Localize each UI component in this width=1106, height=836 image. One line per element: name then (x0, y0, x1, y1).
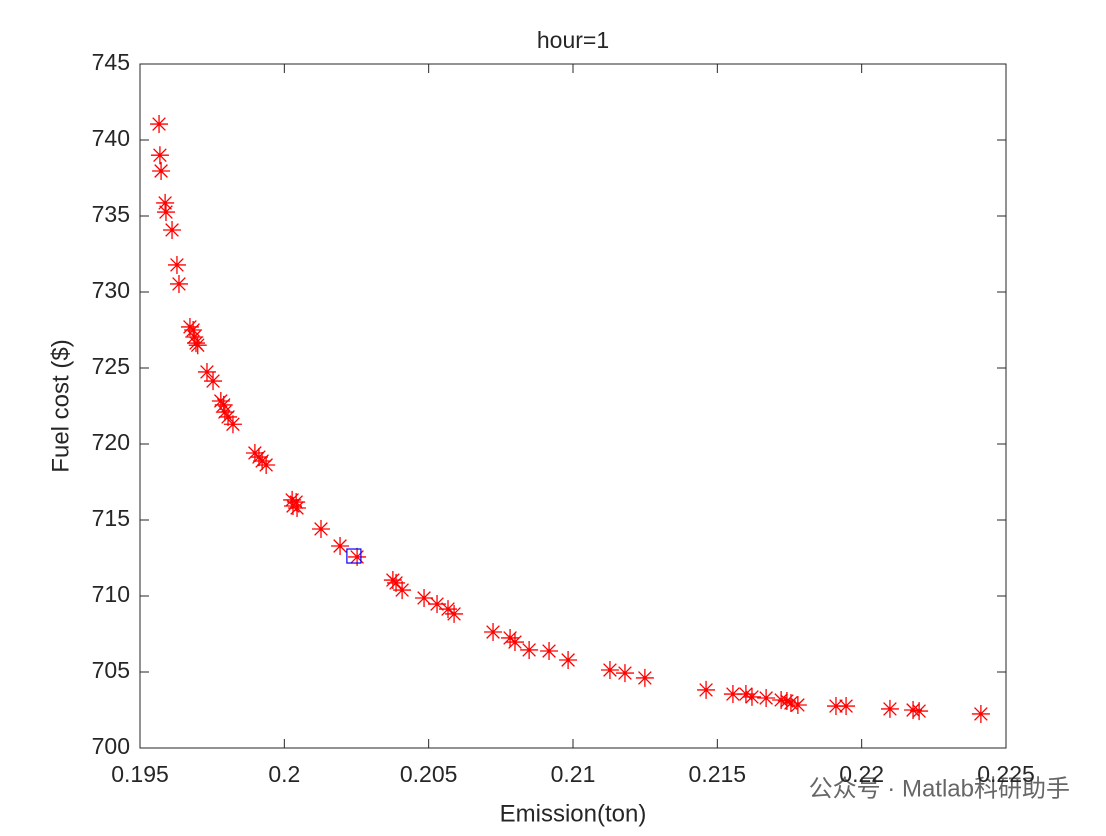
scatter-point (777, 692, 796, 711)
scatter-point (736, 685, 755, 704)
scatter-point (697, 680, 716, 699)
y-axis-label: Fuel cost ($) (47, 339, 74, 472)
y-tick-label: 715 (92, 505, 130, 531)
highlight-point (346, 548, 362, 564)
y-tick-label: 735 (92, 201, 130, 227)
scatter-point (600, 661, 619, 680)
scatter-point (184, 321, 203, 339)
scatter-point (223, 415, 242, 434)
scatter-point (635, 668, 654, 687)
scatter-point (445, 604, 464, 623)
y-tick-label: 720 (92, 429, 130, 455)
y-tick-label: 725 (92, 353, 130, 379)
scatter-point (214, 395, 233, 414)
scatter-point (772, 690, 791, 709)
scatter-point (204, 372, 223, 391)
x-tick-label: 0.2 (268, 761, 300, 787)
scatter-point (167, 255, 186, 274)
scatter-point (781, 694, 800, 713)
scatter-point (283, 490, 302, 509)
scatter-point (520, 640, 539, 659)
y-tick-label: 700 (92, 733, 130, 759)
scatter-point (311, 519, 330, 538)
y-tick-label: 705 (92, 657, 130, 683)
scatter-point (826, 697, 845, 716)
x-tick-label: 0.215 (689, 761, 747, 787)
scatter-point (540, 642, 559, 661)
plot-area (139, 63, 1007, 749)
scatter-point (904, 701, 923, 719)
x-tick-label: 0.22 (839, 761, 884, 787)
x-tick-label: 0.195 (111, 761, 169, 787)
scatter-point (156, 203, 175, 222)
y-tick-label: 745 (92, 49, 130, 75)
scatter-point (910, 702, 929, 721)
scatter-point (348, 547, 367, 566)
watermark: 公众号 · Matlab科研助手 (809, 775, 1070, 802)
y-tick-label: 710 (92, 581, 130, 607)
x-tick-label: 0.205 (400, 761, 458, 787)
scatter-point (428, 595, 447, 614)
scatter-point (971, 704, 990, 723)
scatter-point (559, 650, 578, 669)
y-tick-label: 740 (92, 125, 130, 151)
scatter-point (837, 697, 856, 716)
scatter-point (169, 274, 188, 293)
scatter-point (393, 581, 412, 600)
scatter-point (484, 623, 503, 642)
scatter-point (757, 688, 776, 707)
scatter-point (788, 695, 807, 714)
x-axis-label: Emission(ton) (500, 800, 647, 827)
scatter-point (742, 687, 761, 706)
x-tick-label: 0.21 (551, 761, 596, 787)
scatter-point (219, 407, 238, 426)
scatter-point (211, 391, 230, 410)
scatter-point (283, 497, 302, 516)
scatter-point (615, 664, 634, 683)
scatter-point (152, 162, 171, 181)
scatter-point (415, 588, 434, 607)
scatter-point (188, 336, 207, 355)
chart-title: hour=1 (537, 27, 609, 53)
scatter-point (288, 498, 307, 517)
scatter-point (197, 362, 216, 381)
scatter-point (723, 685, 742, 704)
y-tick-label: 730 (92, 277, 130, 303)
scatter-point (215, 403, 234, 422)
scatter-point (505, 633, 524, 652)
scatter-point (439, 600, 458, 619)
scatter-point (150, 146, 169, 165)
scatter-point (185, 327, 204, 346)
scatter-point (257, 455, 276, 474)
scatter-point (387, 573, 406, 592)
x-tick-label: 0.225 (977, 761, 1035, 787)
scatter-point (150, 115, 169, 134)
scatter-point (331, 536, 350, 555)
scatter-point (163, 220, 182, 239)
scatter-point (156, 193, 175, 212)
scatter-point (880, 699, 899, 718)
